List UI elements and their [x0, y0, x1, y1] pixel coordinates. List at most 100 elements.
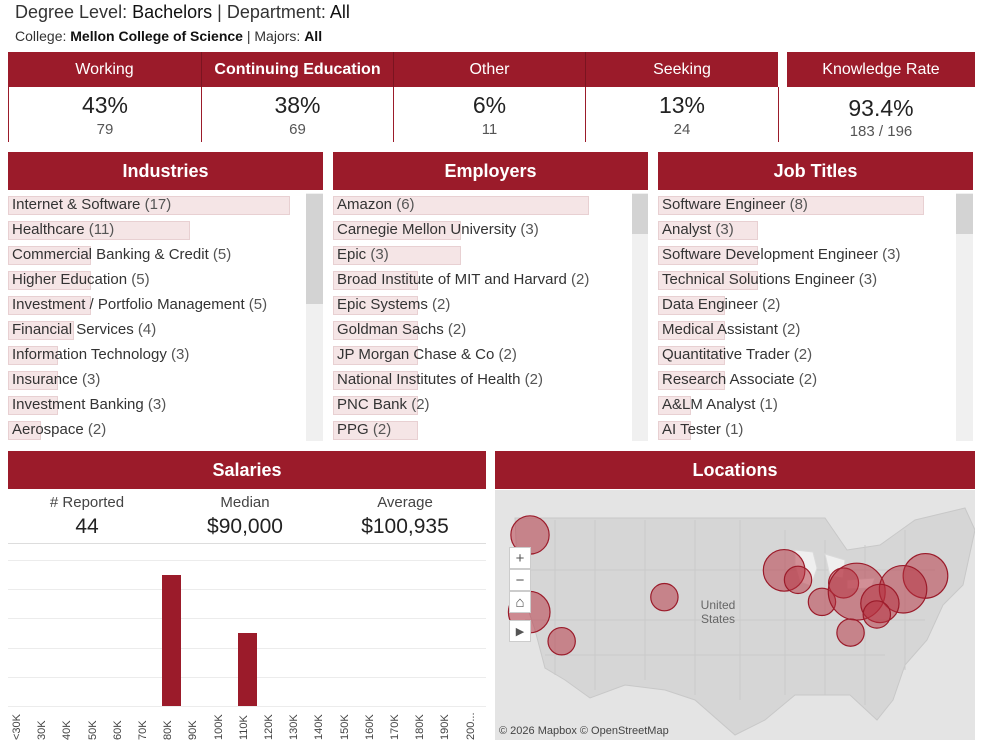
locations-map[interactable]: United States + − ⌂ ▶ © 2026 Mapbox © Op…	[495, 490, 975, 740]
employers-list[interactable]: Amazon (6) Carnegie Mellon University (3…	[333, 193, 632, 441]
list-item[interactable]: Financial Services (4)	[8, 318, 306, 343]
x-tick-label: 150K	[339, 712, 359, 740]
list-item[interactable]: Carnegie Mellon University (3)	[333, 218, 632, 243]
list-item[interactable]: Commercial Banking & Credit (5)	[8, 243, 306, 268]
list-item-count: (2)	[87, 421, 107, 438]
list-item-name: Investment Banking	[12, 396, 144, 413]
salary-bar-110K[interactable]	[237, 633, 257, 706]
x-tick-text: 40K	[61, 720, 74, 740]
industries-scrollbar[interactable]	[306, 193, 323, 441]
kpi-continuing-header[interactable]: Continuing Education	[201, 52, 393, 87]
list-item-count: (5)	[212, 246, 232, 263]
industries-list[interactable]: Internet & Software (17) Healthcare (11)…	[8, 193, 306, 441]
home-icon[interactable]: ⌂	[509, 591, 531, 613]
list-bar	[658, 321, 725, 340]
kpi-working-header[interactable]: Working	[8, 52, 201, 87]
knowledge-rate-value: 93.4%	[848, 95, 914, 121]
list-item[interactable]: PNC Bank (2)	[333, 393, 632, 418]
list-item-name: Investment / Portfolio Management	[12, 296, 245, 313]
list-item[interactable]: Data Engineer (2)	[658, 293, 956, 318]
kpi-seeking-count: 24	[673, 121, 691, 138]
list-item-name: JP Morgan Chase & Co	[337, 346, 495, 363]
location-bubble-denver[interactable]	[650, 582, 679, 612]
list-item-count: (2)	[432, 296, 451, 313]
list-bar	[8, 246, 91, 265]
list-item[interactable]: Quantitative Trader (2)	[658, 343, 956, 368]
job-titles-list[interactable]: Software Engineer (8) Analyst (3) Softwa…	[658, 193, 956, 441]
list-item[interactable]: A&LM Analyst (1)	[658, 393, 956, 418]
list-item-name: National Institutes of Health	[337, 371, 521, 388]
play-icon[interactable]: ▶	[509, 620, 531, 642]
job-titles-title: Job Titles	[773, 160, 858, 181]
list-item-text: Investment Banking (3)	[12, 396, 166, 413]
list-item[interactable]: Epic Systems (2)	[333, 293, 632, 318]
list-item[interactable]: Epic (3)	[333, 243, 632, 268]
list-item-name: Medical Assistant	[662, 321, 778, 338]
list-item[interactable]: Higher Education (5)	[8, 268, 306, 293]
list-item[interactable]: Investment Banking (3)	[8, 393, 306, 418]
zoom-out-button[interactable]: −	[509, 569, 531, 591]
list-item-count: (2)	[524, 371, 543, 388]
list-item[interactable]: Medical Assistant (2)	[658, 318, 956, 343]
list-item[interactable]: Healthcare (11)	[8, 218, 306, 243]
list-item[interactable]: Investment / Portfolio Management (5)	[8, 293, 306, 318]
list-item-name: Carnegie Mellon University	[337, 221, 517, 238]
job-titles-header: Job Titles	[658, 152, 973, 190]
map-country-label: United States	[691, 598, 745, 626]
list-bar	[8, 371, 58, 390]
kpi-working-label: Working	[75, 60, 134, 78]
employers-scrollbar-thumb[interactable]	[632, 194, 648, 234]
list-item[interactable]: National Institutes of Health (2)	[333, 368, 632, 393]
list-item-text: Data Engineer (2)	[662, 296, 780, 313]
list-item[interactable]: Broad Institute of MIT and Harvard (2)	[333, 268, 632, 293]
kpi-other-header[interactable]: Other	[393, 52, 585, 87]
kpi-seeking-header[interactable]: Seeking	[585, 52, 778, 87]
list-bar	[658, 271, 758, 290]
list-item-count: (2)	[793, 346, 813, 363]
x-tick-text: 150K	[338, 714, 351, 740]
list-item[interactable]: Information Technology (3)	[8, 343, 306, 368]
list-item[interactable]: Software Engineer (8)	[658, 193, 956, 218]
job-titles-scrollbar-thumb[interactable]	[956, 194, 973, 234]
college-value: Mellon College of Science	[70, 28, 243, 44]
list-item-name: Analyst	[662, 221, 712, 238]
knowledge-rate-label: Knowledge Rate	[822, 60, 940, 78]
list-item-text: Investment / Portfolio Management (5)	[12, 296, 267, 313]
list-item[interactable]: PPG (2)	[333, 418, 632, 441]
list-item[interactable]: Analyst (3)	[658, 218, 956, 243]
list-item-text: PPG (2)	[337, 421, 391, 438]
location-bubble-richmond[interactable]	[862, 600, 892, 629]
location-bubble-los-angeles[interactable]	[547, 626, 576, 656]
list-item[interactable]: Aerospace (2)	[8, 418, 306, 441]
industries-scrollbar-thumb[interactable]	[306, 194, 323, 304]
x-tick-label: 190K	[439, 712, 459, 740]
x-tick-text: 90K	[187, 720, 200, 740]
job-titles-scrollbar[interactable]	[956, 193, 973, 441]
list-item[interactable]: Amazon (6)	[333, 193, 632, 218]
list-item[interactable]: Insurance (3)	[8, 368, 306, 393]
filter-summary-subtitle: College: Mellon College of Science | Maj…	[15, 28, 322, 44]
employers-scrollbar[interactable]	[632, 193, 648, 441]
x-tick-label: 120K	[263, 712, 283, 740]
list-item-count: (17)	[144, 196, 172, 213]
x-tick-text: 180K	[414, 714, 427, 740]
list-item-text: Information Technology (3)	[12, 346, 189, 363]
location-bubble-chicago[interactable]	[783, 565, 813, 595]
list-item[interactable]: Research Associate (2)	[658, 368, 956, 393]
list-item[interactable]: Internet & Software (17)	[8, 193, 306, 218]
list-item[interactable]: JP Morgan Chase & Co (2)	[333, 343, 632, 368]
list-item[interactable]: AI Tester (1)	[658, 418, 956, 441]
zoom-in-button[interactable]: +	[509, 547, 531, 569]
kpi-seeking: 13% 24	[585, 87, 779, 142]
list-item[interactable]: Software Development Engineer (3)	[658, 243, 956, 268]
list-item[interactable]: Goldman Sachs (2)	[333, 318, 632, 343]
location-bubble-charlotte[interactable]	[836, 618, 865, 647]
salary-bar-80K[interactable]	[162, 574, 182, 706]
x-tick-text: 50K	[86, 720, 99, 740]
kpi-seeking-label: Seeking	[653, 60, 711, 78]
x-tick-label: 200...	[465, 712, 485, 740]
list-item-name: Epic	[337, 246, 367, 263]
salary-median-value: $90,000	[207, 515, 283, 538]
x-tick-text: 200...	[464, 712, 477, 740]
list-item[interactable]: Technical Solutions Engineer (3)	[658, 268, 956, 293]
